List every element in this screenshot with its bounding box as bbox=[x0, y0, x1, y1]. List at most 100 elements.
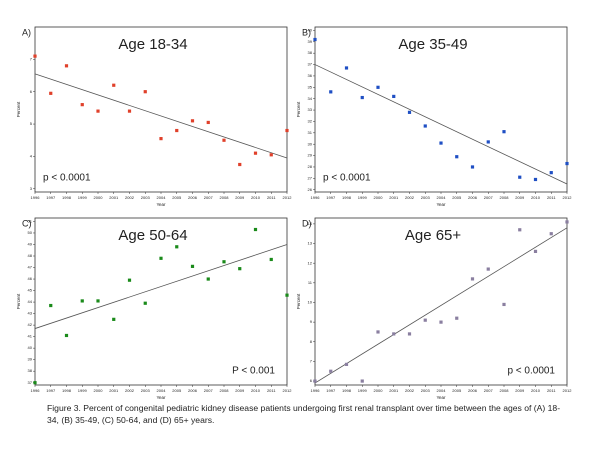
y-tick-label: 50 bbox=[28, 230, 33, 235]
data-point bbox=[439, 141, 443, 145]
data-point bbox=[159, 256, 163, 260]
data-point bbox=[175, 245, 179, 249]
panel: A) Age 18-34 3 4 5 6 7 1996 1997 1998 1999 2000 2001… bbox=[16, 26, 292, 207]
data-point bbox=[127, 278, 132, 282]
data-point bbox=[313, 37, 317, 42]
data-point bbox=[33, 54, 37, 58]
data-point bbox=[486, 267, 490, 271]
y-tick-label: 43 bbox=[28, 311, 33, 316]
chart-title: Age 65+ bbox=[405, 227, 462, 244]
x-tick-label: 1997 bbox=[326, 195, 336, 200]
x-tick-label: 2005 bbox=[172, 388, 182, 393]
x-tick-label: 2010 bbox=[251, 388, 261, 393]
data-point bbox=[253, 227, 258, 232]
y-tick-label: 39 bbox=[308, 39, 313, 44]
y-tick-label: 51 bbox=[28, 219, 33, 224]
y-tick-label: 29 bbox=[308, 153, 313, 158]
data-point bbox=[80, 299, 84, 303]
x-tick-label: 2007 bbox=[204, 388, 214, 393]
data-point bbox=[376, 85, 380, 89]
y-tick-label: 35 bbox=[308, 84, 313, 89]
y-tick-label: 46 bbox=[28, 276, 33, 281]
data-point bbox=[549, 171, 553, 175]
x-tick-label: 2002 bbox=[125, 388, 135, 393]
data-point bbox=[49, 91, 53, 95]
x-axis-label: Year bbox=[156, 395, 166, 400]
x-tick-label: 1996 bbox=[31, 195, 41, 200]
data-point bbox=[455, 316, 459, 320]
y-tick-label: 26 bbox=[308, 187, 313, 192]
panel: D) Age 65+ 6 7 8 9 10 11 12 13 14 1996 1997 1998 1999 2… bbox=[296, 217, 573, 400]
x-tick-label: 2008 bbox=[500, 388, 510, 393]
x-tick-label: 1999 bbox=[78, 388, 88, 393]
x-tick-label: 2006 bbox=[188, 195, 198, 200]
x-tick-label: 2003 bbox=[421, 195, 431, 200]
y-tick-label: 40 bbox=[28, 345, 33, 350]
x-tick-label: 2011 bbox=[547, 195, 556, 200]
x-tick-label: 2008 bbox=[500, 195, 510, 200]
y-tick-label: 11 bbox=[308, 280, 313, 285]
x-tick-label: 2001 bbox=[389, 195, 399, 200]
y-tick-label: 7 bbox=[310, 358, 313, 363]
y-tick-label: 13 bbox=[308, 241, 313, 246]
y-tick-label: 38 bbox=[28, 368, 33, 373]
x-axis-label: Year bbox=[436, 202, 446, 207]
x-tick-label: 1998 bbox=[62, 388, 72, 393]
x-tick-label: 2011 bbox=[547, 388, 556, 393]
y-tick-label: 9 bbox=[310, 319, 313, 324]
x-tick-label: 2004 bbox=[157, 388, 167, 393]
data-point bbox=[392, 332, 396, 336]
p-value-annotation: p < 0.0001 bbox=[43, 173, 91, 184]
x-tick-label: 2005 bbox=[452, 388, 462, 393]
data-point bbox=[360, 95, 364, 100]
y-tick-label: 37 bbox=[28, 380, 33, 385]
data-point bbox=[565, 161, 569, 166]
panel-label: C) bbox=[22, 218, 32, 228]
y-tick-label: 31 bbox=[308, 130, 313, 135]
data-point bbox=[486, 140, 490, 144]
y-tick-label: 14 bbox=[308, 221, 313, 226]
p-value-annotation: P < 0.001 bbox=[232, 366, 275, 377]
data-point bbox=[206, 120, 210, 125]
data-point bbox=[439, 320, 443, 324]
data-point bbox=[64, 64, 69, 68]
chart-title: Age 50-64 bbox=[118, 227, 187, 244]
x-tick-label: 1997 bbox=[46, 388, 56, 393]
p-value-annotation: p < 0.0001 bbox=[323, 173, 371, 184]
x-tick-label: 2009 bbox=[235, 195, 245, 200]
x-tick-label: 2006 bbox=[468, 195, 478, 200]
x-tick-label: 2004 bbox=[437, 388, 447, 393]
data-point bbox=[407, 332, 412, 336]
data-point bbox=[175, 128, 179, 133]
caption: Figure 3. Percent of congenital pediatri… bbox=[47, 403, 561, 425]
x-tick-label: 1998 bbox=[342, 388, 352, 393]
y-axis-label: Percent bbox=[296, 293, 301, 309]
y-tick-label: 30 bbox=[308, 141, 313, 146]
x-tick-label: 1999 bbox=[358, 195, 368, 200]
x-tick-label: 1999 bbox=[358, 388, 368, 393]
y-tick-label: 38 bbox=[308, 50, 313, 55]
data-point bbox=[96, 299, 100, 303]
x-tick-label: 2008 bbox=[220, 195, 230, 200]
x-tick-label: 2012 bbox=[563, 388, 573, 393]
y-tick-label: 39 bbox=[28, 357, 33, 362]
x-tick-label: 2009 bbox=[235, 388, 245, 393]
data-point bbox=[285, 293, 289, 297]
x-tick-label: 2006 bbox=[468, 388, 478, 393]
x-tick-label: 2012 bbox=[563, 195, 573, 200]
data-point bbox=[127, 109, 132, 113]
x-tick-label: 2005 bbox=[172, 195, 182, 200]
y-axis-label: Percent bbox=[296, 101, 301, 117]
x-tick-label: 2007 bbox=[484, 195, 494, 200]
data-point bbox=[360, 379, 364, 383]
data-point bbox=[423, 318, 427, 322]
x-tick-label: 2008 bbox=[220, 388, 230, 393]
x-axis-label: Year bbox=[436, 395, 446, 400]
data-point bbox=[159, 137, 163, 141]
data-point bbox=[565, 220, 569, 224]
data-point bbox=[190, 119, 195, 123]
x-tick-label: 2001 bbox=[389, 388, 399, 393]
data-point bbox=[96, 109, 100, 113]
data-point bbox=[344, 66, 349, 70]
